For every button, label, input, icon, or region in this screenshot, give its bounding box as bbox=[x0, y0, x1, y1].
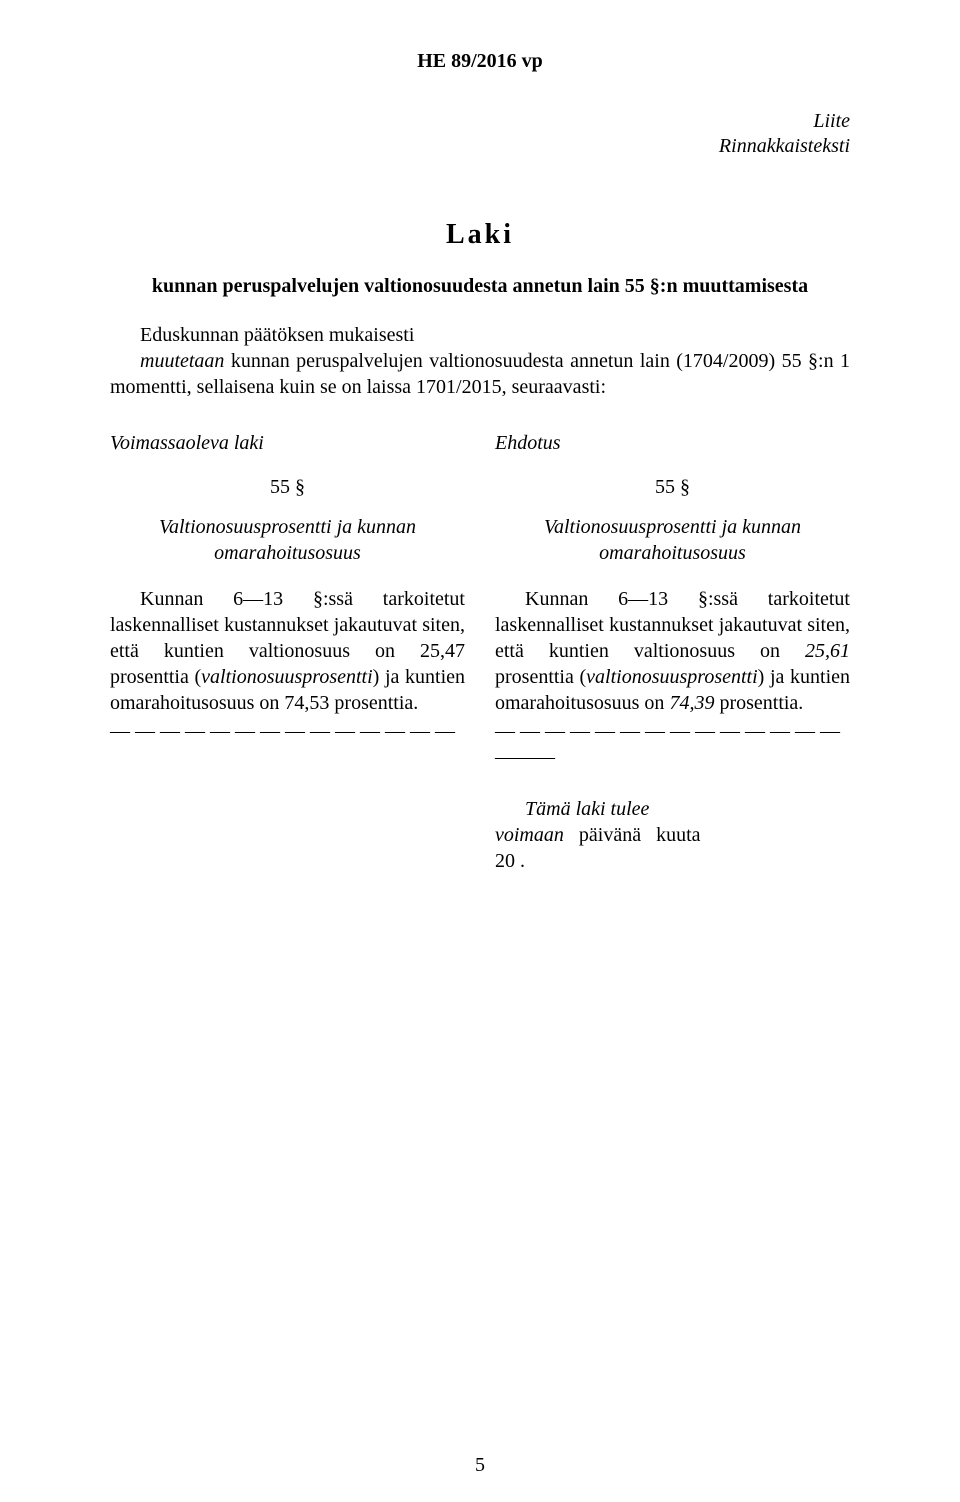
footer-line2: 20 . bbox=[495, 850, 525, 872]
liite-label: Liite bbox=[110, 109, 850, 134]
column-current-law: Voimassaoleva laki 55 § Valtionosuuspros… bbox=[110, 430, 465, 874]
document-page: HE 89/2016 vp Liite Rinnakkaisteksti Lak… bbox=[0, 0, 960, 1502]
body-right-pre: Kunnan 6—13 §:ssä tarkoitetut laskennall… bbox=[495, 588, 850, 662]
dashes-right: — — — — — — — — — — — — — — bbox=[495, 718, 850, 744]
column-header-left: Voimassaoleva laki bbox=[110, 430, 465, 456]
section-title-right: Valtionosuusprosentti ja kunnan omarahoi… bbox=[495, 514, 850, 566]
law-title: Laki bbox=[110, 219, 850, 251]
short-dashes-right: ——— bbox=[495, 744, 850, 770]
preamble-text-1: Eduskunnan päätöksen mukaisesti bbox=[140, 324, 414, 346]
document-id: HE 89/2016 vp bbox=[110, 50, 850, 73]
column-header-right: Ehdotus bbox=[495, 430, 850, 456]
preamble: Eduskunnan päätöksen mukaisesti muutetaa… bbox=[110, 322, 850, 400]
body-right-italic3: 74,39 bbox=[669, 692, 714, 714]
appendix-label-block: Liite Rinnakkaisteksti bbox=[110, 109, 850, 159]
body-right-mid: prosenttia ( bbox=[495, 666, 586, 688]
column-proposal: Ehdotus 55 § Valtionosuusprosentti ja ku… bbox=[495, 430, 850, 874]
preamble-italic: muutetaan bbox=[140, 350, 224, 372]
enactment-footer: Tämä laki tulee voimaan päivänä kuuta 20… bbox=[495, 796, 850, 874]
law-subtitle: kunnan peruspalvelujen valtionosuudesta … bbox=[110, 275, 850, 298]
page-number: 5 bbox=[0, 1454, 960, 1477]
dashes-left: — — — — — — — — — — — — — — bbox=[110, 718, 465, 744]
footer-text-c: kuuta bbox=[656, 824, 700, 846]
section-number-left: 55 § bbox=[110, 474, 465, 500]
rinnakkaisteksti-label: Rinnakkaisteksti bbox=[110, 134, 850, 159]
footer-text-b: päivänä bbox=[579, 824, 641, 846]
section-number-right: 55 § bbox=[495, 474, 850, 500]
body-left: Kunnan 6—13 §:ssä tarkoitetut laskennall… bbox=[110, 586, 465, 716]
body-right-italic2: valtionosuusprosentti bbox=[586, 666, 757, 688]
body-left-italic: valtionosuusprosentti bbox=[201, 666, 372, 688]
body-right: Kunnan 6—13 §:ssä tarkoitetut laskennall… bbox=[495, 586, 850, 716]
body-right-italic1: 25,61 bbox=[805, 640, 850, 662]
section-title-left: Valtionosuusprosentti ja kunnan omarahoi… bbox=[110, 514, 465, 566]
body-right-post: prosenttia. bbox=[714, 692, 803, 714]
parallel-columns: Voimassaoleva laki 55 § Valtionosuuspros… bbox=[110, 430, 850, 874]
